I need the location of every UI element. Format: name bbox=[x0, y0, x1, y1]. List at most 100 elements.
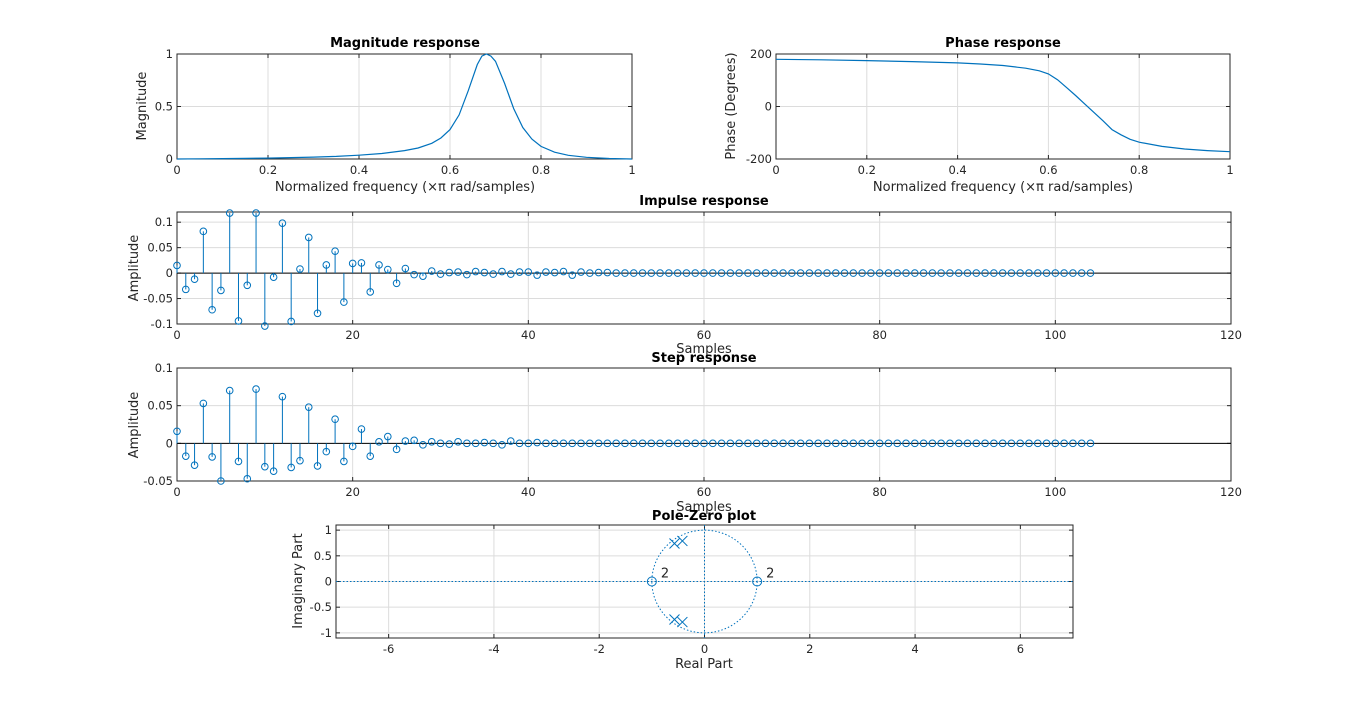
impulse-xtick-label: 80 bbox=[872, 328, 887, 342]
impulse-stem-marker bbox=[1016, 269, 1025, 277]
phase-title: Phase response bbox=[945, 36, 1061, 51]
step-stem-marker bbox=[506, 437, 515, 445]
step-stem-marker bbox=[287, 463, 295, 472]
pz-xtick-label: -6 bbox=[383, 642, 394, 656]
impulse-stem-marker bbox=[234, 317, 243, 325]
step-stem-marker bbox=[559, 439, 568, 448]
impulse-stem-marker bbox=[761, 269, 770, 277]
step-stem-marker bbox=[937, 439, 945, 448]
impulse-stem-marker bbox=[752, 269, 761, 277]
pz-xtick-label: 6 bbox=[1017, 642, 1024, 656]
step-stem-marker bbox=[726, 439, 735, 448]
pz-pole-marker bbox=[677, 616, 688, 628]
step-stem-marker bbox=[252, 385, 260, 393]
step-stem-marker bbox=[181, 452, 190, 460]
impulse-ylabel: Amplitude bbox=[127, 235, 142, 302]
impulse-xlabel: Samples bbox=[676, 342, 732, 357]
step-stem-marker bbox=[550, 439, 559, 448]
impulse-stem-marker bbox=[990, 269, 998, 277]
step-ytick-label: 0 bbox=[166, 436, 173, 450]
step-stem-marker bbox=[542, 439, 550, 448]
impulse-title: Impulse response bbox=[639, 194, 769, 209]
impulse-stem-marker bbox=[357, 259, 366, 267]
impulse-stem-marker bbox=[1077, 269, 1086, 277]
step-stem-marker bbox=[919, 439, 928, 448]
mag-axes-box bbox=[176, 53, 633, 160]
step-stem-marker bbox=[621, 439, 629, 448]
step-stem-marker bbox=[735, 439, 743, 448]
step-stem-marker bbox=[419, 441, 427, 449]
impulse-stem-marker bbox=[586, 269, 594, 277]
impulse-stem-marker bbox=[805, 269, 814, 277]
step-stem-marker bbox=[586, 439, 594, 448]
impulse-stem-marker bbox=[638, 269, 647, 277]
step-stem-marker bbox=[348, 442, 357, 451]
step-stem-marker bbox=[190, 461, 199, 469]
impulse-chart: 0 20 40 60 80 100 120 -0.1 -0.05 0 0.05 0.1 Impulse … bbox=[127, 194, 1242, 357]
impulse-stem-marker bbox=[849, 269, 858, 277]
step-xlabel: Samples bbox=[676, 500, 732, 515]
step-stem-marker bbox=[243, 474, 252, 483]
mag-xtick-label: 0.2 bbox=[259, 163, 277, 177]
step-stem-marker bbox=[340, 457, 348, 466]
impulse-stem-marker bbox=[814, 269, 822, 277]
step-stem-marker bbox=[805, 439, 814, 448]
impulse-stem-marker bbox=[1060, 269, 1068, 277]
step-stem-marker bbox=[875, 439, 884, 448]
magnitude-chart: 0 0.2 0.4 0.6 0.8 1 0 0.5 1 Magnitude response Nor… bbox=[135, 36, 636, 195]
step-stem-marker bbox=[629, 439, 638, 448]
pz-xtick-label: 2 bbox=[806, 642, 813, 656]
impulse-stem-marker bbox=[884, 269, 893, 277]
phase-ylabel: Phase (Degrees) bbox=[724, 52, 739, 159]
step-stem-marker bbox=[691, 439, 700, 448]
step-stem-marker bbox=[867, 439, 875, 448]
pz-xtick-label: -4 bbox=[488, 642, 499, 656]
impulse-stem-marker bbox=[348, 259, 357, 268]
impulse-stem-marker bbox=[436, 270, 445, 278]
impulse-stem-marker bbox=[603, 268, 612, 277]
step-stem-marker bbox=[1086, 439, 1095, 448]
impulse-stem-marker bbox=[181, 285, 190, 294]
pz-pole-stroke bbox=[677, 535, 688, 547]
step-stem-marker bbox=[357, 425, 366, 433]
step-ylabel: Amplitude bbox=[127, 392, 142, 459]
mag-xtick-label: 0 bbox=[173, 163, 180, 177]
impulse-stem-marker bbox=[287, 317, 295, 326]
step-stem-marker bbox=[199, 399, 208, 408]
impulse-stem-marker bbox=[410, 270, 418, 279]
pole-zero-ylabel: Imaginary Part bbox=[291, 533, 306, 628]
impulse-stem-marker bbox=[313, 309, 322, 318]
step-stem-marker bbox=[225, 386, 234, 395]
step-stem-marker bbox=[524, 439, 533, 448]
phase-xtick-label: 0 bbox=[772, 163, 779, 177]
pole-zero-chart: -6 -4 -2 0 2 4 6 -1 -0.5 0 0.5 1 2 2 Pole-Zero plot Rea… bbox=[291, 509, 1074, 672]
impulse-stem-marker bbox=[533, 271, 541, 279]
mag-xtick-label: 0.8 bbox=[532, 163, 550, 177]
step-stem-marker bbox=[788, 439, 796, 448]
impulse-stem-marker bbox=[269, 273, 278, 281]
step-stem-marker bbox=[173, 427, 181, 436]
step-stem-marker bbox=[533, 438, 541, 447]
step-stem-marker bbox=[779, 439, 787, 448]
mag-xtick-label: 1 bbox=[628, 163, 635, 177]
phase-xtick-label: 0.6 bbox=[1039, 163, 1057, 177]
impulse-stem-marker bbox=[208, 305, 216, 314]
step-stem-marker bbox=[427, 438, 436, 446]
phase-xtick-label: 0.4 bbox=[948, 163, 966, 177]
impulse-stem-marker bbox=[1033, 269, 1042, 277]
impulse-stem-marker bbox=[559, 267, 568, 276]
pz-ytick-label: 0 bbox=[325, 575, 332, 589]
pz-pole-marker bbox=[669, 614, 680, 625]
step-stem-marker bbox=[911, 439, 919, 448]
pz-pole-stroke bbox=[669, 614, 680, 625]
step-stem-marker bbox=[261, 462, 269, 471]
impulse-stem-marker bbox=[1069, 269, 1077, 277]
impulse-stem-marker bbox=[261, 322, 269, 330]
impulse-ytick-label: 0 bbox=[166, 266, 173, 280]
impulse-stem-marker bbox=[788, 269, 796, 277]
impulse-stem-marker bbox=[1086, 269, 1095, 277]
step-stem-marker bbox=[954, 439, 963, 448]
impulse-stem-marker bbox=[384, 265, 392, 274]
impulse-stem-marker bbox=[726, 269, 735, 277]
